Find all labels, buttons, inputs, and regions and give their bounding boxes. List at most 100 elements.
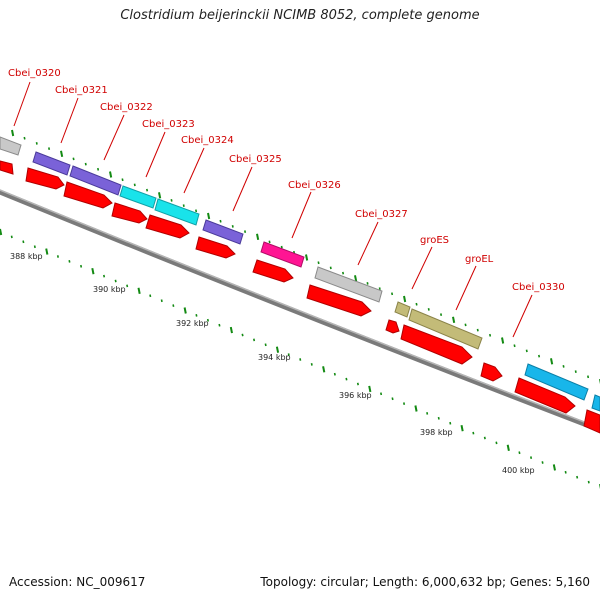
gene-label-0330[interactable]: Cbei_0330 — [512, 282, 565, 293]
tick-mark — [170, 199, 173, 202]
tick-mark — [80, 264, 83, 268]
tick-mark — [427, 308, 430, 311]
cds-arrow-0322[interactable] — [63, 181, 113, 209]
cds-arrow-0326[interactable] — [252, 259, 294, 283]
tick-mark — [158, 192, 162, 199]
tick-mark — [229, 326, 233, 334]
tick-mark — [317, 261, 320, 265]
kbp-label-388: 388 kbp — [10, 252, 43, 261]
cds-arrow-0320[interactable] — [0, 160, 14, 175]
label-leaders — [13, 81, 533, 338]
gene-label-0323[interactable]: Cbei_0323 — [142, 119, 195, 130]
tick-mark — [550, 358, 554, 365]
kbp-label-390: 390 kbp — [93, 285, 126, 294]
tick-mark — [574, 370, 577, 373]
tick-mark — [525, 349, 528, 353]
gene-label-0325[interactable]: Cbei_0325 — [229, 154, 282, 165]
gene-label-0320[interactable]: Cbei_0320 — [8, 68, 61, 79]
tick-mark — [0, 228, 3, 236]
gene-label-0326[interactable]: Cbei_0326 — [288, 180, 341, 191]
tick-mark — [305, 254, 309, 261]
gene-box-groES[interactable] — [394, 301, 411, 318]
accession-text: Accession: NC_009617 — [9, 575, 146, 589]
gene-box-0330[interactable] — [524, 363, 589, 401]
tick-mark — [576, 475, 579, 479]
cds-arrow-0321[interactable] — [25, 167, 65, 190]
cds-arrow-0325[interactable] — [195, 236, 236, 259]
tick-mark — [33, 245, 36, 249]
tick-mark — [146, 188, 149, 192]
cds-arrows[interactable] — [0, 160, 600, 434]
tick-mark — [287, 353, 290, 356]
gene-boxes[interactable] — [0, 136, 600, 412]
gene-box-0325[interactable] — [202, 219, 244, 245]
gene-label-0322[interactable]: Cbei_0322 — [100, 102, 153, 113]
tick-mark — [60, 150, 64, 157]
gene-label-groEL[interactable]: groEL — [465, 254, 494, 265]
tick-mark — [495, 441, 498, 445]
gene-box-0327[interactable] — [314, 266, 383, 303]
tick-mark — [310, 363, 313, 366]
cds-arrow-groEL[interactable] — [400, 324, 473, 365]
tick-mark — [133, 183, 136, 187]
tick-mark — [172, 304, 175, 307]
kbp-labels: 388 kbp 390 kbp 392 kbp 394 kbp 396 kbp … — [10, 252, 535, 475]
gene-labels: Cbei_0320 Cbei_0321 Cbei_0322 Cbei_0323 … — [8, 68, 565, 293]
gene-box-0331[interactable] — [591, 394, 600, 412]
map-title: Clostridium beijerinckii NCIMB 8052, com… — [120, 8, 480, 23]
tick-mark — [552, 464, 556, 471]
tick-mark — [72, 157, 75, 161]
tick-mark — [256, 233, 260, 240]
tick-mark — [460, 425, 464, 432]
tick-mark — [501, 337, 505, 344]
tick-mark — [403, 295, 407, 303]
tick-mark — [440, 313, 443, 316]
gene-label-groES[interactable]: groES — [420, 235, 449, 246]
cds-arrow-0331[interactable] — [583, 409, 600, 434]
tick-mark — [182, 204, 185, 207]
tick-mark — [476, 328, 479, 332]
tick-mark — [403, 402, 406, 405]
tick-mark — [207, 212, 211, 220]
gene-box-groEL[interactable] — [408, 308, 483, 350]
gene-label-0321[interactable]: Cbei_0321 — [55, 85, 108, 96]
tick-mark — [437, 416, 440, 420]
cds-arrow-0323[interactable] — [111, 202, 148, 224]
tick-mark — [449, 421, 452, 425]
tick-mark — [231, 225, 234, 228]
tick-mark — [368, 385, 372, 393]
gene-label-0327[interactable]: Cbei_0327 — [355, 209, 408, 220]
tick-mark — [464, 323, 467, 327]
tick-mark — [10, 235, 13, 239]
tick-mark — [541, 461, 544, 464]
tick-mark — [587, 375, 590, 379]
tick-mark — [415, 302, 418, 306]
tick-mark — [97, 167, 100, 171]
cds-arrow-groES[interactable] — [385, 319, 400, 334]
gene-box-0326[interactable] — [260, 241, 305, 268]
tick-mark — [329, 266, 332, 270]
gene-box-0324[interactable] — [154, 198, 200, 226]
tick-mark — [48, 147, 51, 150]
tick-mark — [513, 344, 516, 348]
cds-arrow-0327[interactable] — [306, 284, 372, 317]
cds-arrow-0330[interactable] — [514, 377, 576, 414]
tick-mark — [356, 382, 359, 386]
cds-arrow-0324[interactable] — [145, 214, 190, 239]
gene-box-0322[interactable] — [69, 165, 122, 196]
tick-mark — [380, 392, 383, 396]
gene-box-0323[interactable] — [119, 185, 157, 209]
gene-box-0321[interactable] — [32, 151, 71, 176]
tick-mark — [530, 456, 533, 459]
cds-arrow-0329[interactable] — [480, 362, 503, 382]
gene-label-0324[interactable]: Cbei_0324 — [181, 135, 234, 146]
tick-mark — [562, 365, 565, 368]
tick-mark — [45, 248, 49, 255]
tick-mark — [91, 268, 95, 275]
tick-mark — [56, 255, 59, 258]
gene-box-0320[interactable] — [0, 136, 22, 156]
tick-mark — [333, 372, 336, 376]
tick-mark — [84, 162, 87, 166]
tick-mark — [137, 287, 141, 294]
